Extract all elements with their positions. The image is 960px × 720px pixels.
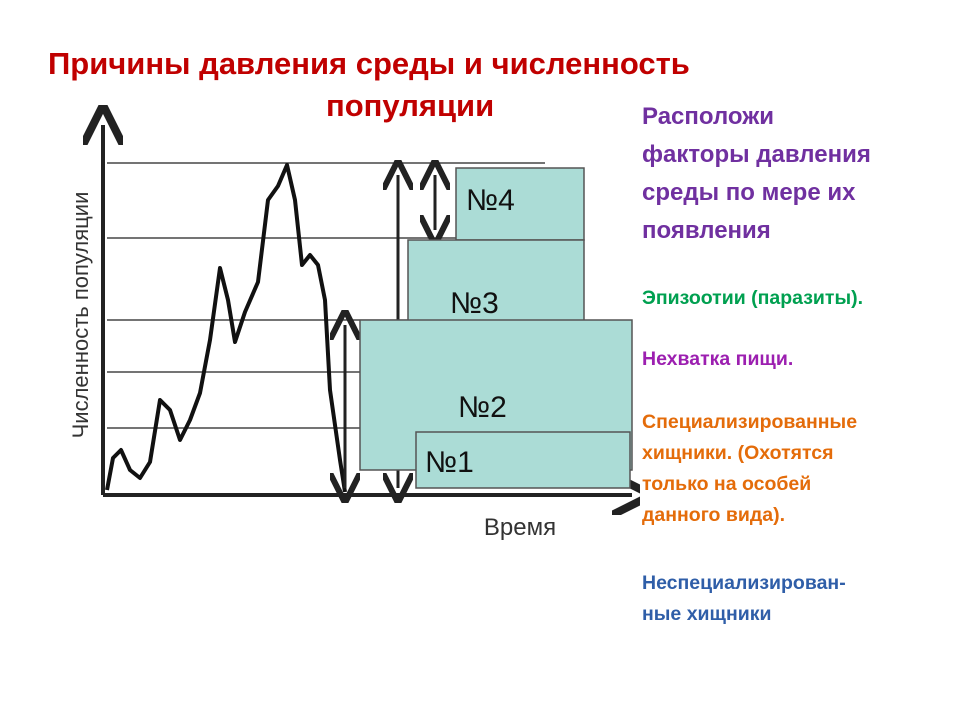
factor: Специализированные хищники. (Охотятся то… — [642, 407, 857, 531]
box — [415, 431, 631, 489]
factor-line: Неспециализирован- — [642, 572, 846, 594]
instruction-line: появления — [642, 217, 771, 244]
factor: Неспециализирован- ные хищники — [642, 568, 846, 630]
x-axis-label: Время — [484, 514, 556, 541]
factor-line: Эпизоотии (паразиты). — [642, 287, 864, 309]
factor-line: ные хищники — [642, 603, 772, 625]
factor-line: хищники. (Охотятся — [642, 442, 834, 464]
instruction-line: Расположи — [642, 103, 774, 130]
y-axis-label: Численность популяции — [68, 192, 93, 439]
factor-line: Специализированные — [642, 411, 858, 433]
diagram: Численность популяции Время №4 №3 №2 №1 — [68, 0, 640, 541]
box-label: №3 — [450, 287, 499, 320]
instruction-line: факторы давления — [642, 141, 871, 168]
factor: Нехватка пищи. — [642, 344, 793, 375]
box-label: №1 — [425, 446, 474, 479]
factor-line: данного вида). — [642, 504, 785, 526]
box-label: №4 — [466, 184, 515, 217]
title-line: Причины давления среды и численность — [48, 46, 690, 81]
factor-line: Нехватка пищи. — [642, 348, 794, 370]
title: популяции — [326, 88, 494, 124]
population-curve — [105, 163, 347, 493]
box-label: №2 — [458, 391, 507, 424]
instruction: Расположи факторы давления среды по мере… — [642, 98, 871, 250]
instruction-line: среды по мере их — [642, 179, 856, 206]
title: Причины давления среды и численность — [48, 46, 690, 82]
factor-line: только на особей — [642, 473, 812, 495]
title-line: популяции — [326, 88, 495, 123]
factor: Эпизоотии (паразиты). — [642, 283, 863, 314]
